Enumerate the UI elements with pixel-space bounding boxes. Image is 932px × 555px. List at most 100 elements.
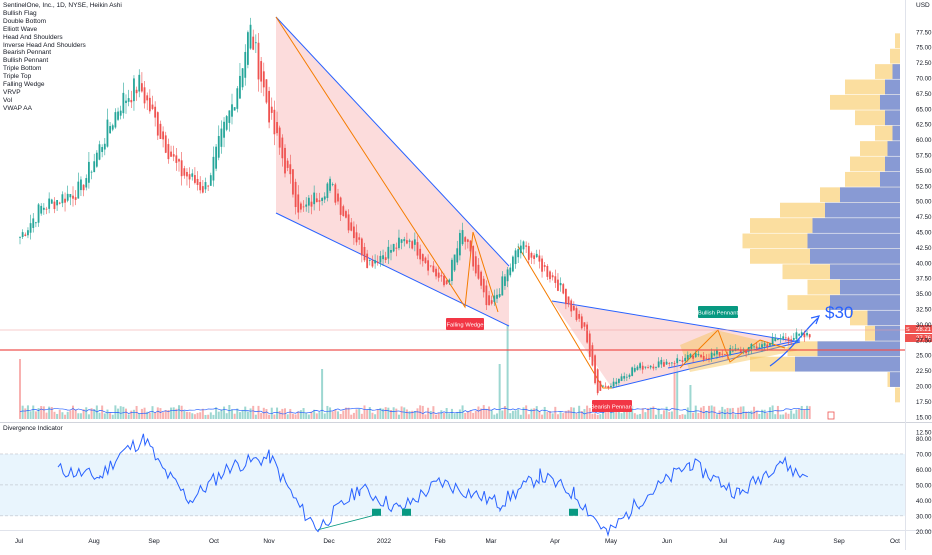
volume-bar [790,410,793,419]
osc-tick-label: 50.00 [916,482,932,489]
volume-average-line [19,407,810,415]
volume-bar [191,413,194,419]
legend-falling-wedge[interactable]: Falling Wedge [3,81,45,89]
time-tick-label: Jul [719,538,727,545]
legend-triple-top[interactable]: Triple Top [3,73,32,81]
volume-bar [684,414,687,419]
candle-body [32,218,35,228]
candle-body [247,32,249,65]
candle-body [413,239,416,245]
volume-bar [792,413,795,419]
candle-body [178,159,180,162]
target-label: $30 [825,303,853,322]
candle-body [668,363,671,364]
volume-bar [236,408,239,419]
candle-body [106,119,109,147]
candle-body [90,171,93,173]
legend-head-and-shoulders[interactable]: Head And Shoulders [3,33,63,41]
volume-bar [501,410,504,419]
candle-body [464,237,467,242]
legend-triple-bottom[interactable]: Triple Bottom [3,65,42,73]
candle-body [117,111,119,120]
candle-body [498,294,501,297]
volume-bar [496,413,498,419]
volume-bar [355,409,358,419]
volume-bar [625,406,628,419]
candle-body [588,333,591,357]
vrvp-row-up [890,48,900,64]
legend-bullish-flag[interactable]: Bullish Flag [3,9,37,17]
candle-body [628,374,631,378]
volume-bar [464,412,467,419]
candle-body [575,308,578,320]
candle-body [750,343,753,350]
volume-bar [291,413,294,419]
legend-elliott-wave[interactable]: Elliott Wave [3,25,38,33]
candle-body [724,354,726,355]
candle-body [175,155,178,163]
candle-body [162,131,164,140]
time-tick-label: Dec [323,538,335,545]
legend-bullish-pennant[interactable]: Bullish Pennant [3,57,49,65]
candle-body [451,259,453,281]
volume-bar [607,406,610,419]
volume-bar [639,413,642,419]
price-tick-label: 60.00 [916,137,932,144]
candle-body [159,123,162,139]
vrvp-row-down [892,64,900,79]
bullish-pennant-lower [667,339,801,369]
candle-body [329,178,331,191]
target-arrowhead [810,315,820,325]
legend-vrvp[interactable]: VRVP [3,88,21,96]
candle-body [745,350,747,354]
vrvp-row-down [830,295,900,310]
volume-bar [689,385,692,419]
candle-body [313,192,316,205]
volume-bar [50,406,53,419]
volume-bar [594,413,597,419]
candle-body [782,336,785,339]
falling-wedge-label-text: Falling Wedge [447,323,484,329]
candle-body [808,334,811,338]
candle-body [421,254,424,262]
legend-bearish-pennant[interactable]: Bearish Pennant [3,49,52,57]
candle-body [37,204,40,223]
volume-bar [61,412,64,419]
candle-body [726,354,729,356]
candle-body [209,175,212,186]
symbol-title[interactable]: SentinelOne, Inc., 1D, NYSE, Heikin Ashi [3,2,122,9]
candle-body [122,92,125,114]
candle-body [135,89,138,94]
volume-bar [450,408,453,419]
volume-bar [421,405,424,419]
candle-body [697,354,700,356]
legend-inverse-head-and-shoulders[interactable]: Inverse Head And Shoulders [3,41,86,49]
volume-bar [185,411,188,419]
volume-bar [745,411,748,419]
vrvp-row-down [885,156,900,172]
volume-bar [119,406,122,419]
volume-bar [204,414,207,419]
volume-bar [602,405,604,419]
candle-body [673,362,676,364]
volume-bar [514,410,517,419]
vrvp-row-down [867,310,900,326]
candle-body [111,125,114,130]
candle-body [307,197,310,206]
volume-bar [111,414,114,419]
legend-double-bottom[interactable]: Double Bottom [3,17,46,25]
volume-bar [366,409,369,419]
candle-body [721,353,724,355]
volume-bar [382,408,385,419]
candle-body [774,337,777,342]
candle-body [201,186,204,193]
oscillator-title[interactable]: Divergence Indicator [3,425,63,432]
candle-body [186,171,188,177]
legend-vwap-aa[interactable]: VWAP AA [3,104,32,112]
time-tick-label: Jul [15,538,23,545]
volume-bar [588,407,591,419]
candle-body [525,245,528,247]
legend-vol[interactable]: Vol [3,96,13,104]
osc-div-marker-1 [372,508,381,516]
